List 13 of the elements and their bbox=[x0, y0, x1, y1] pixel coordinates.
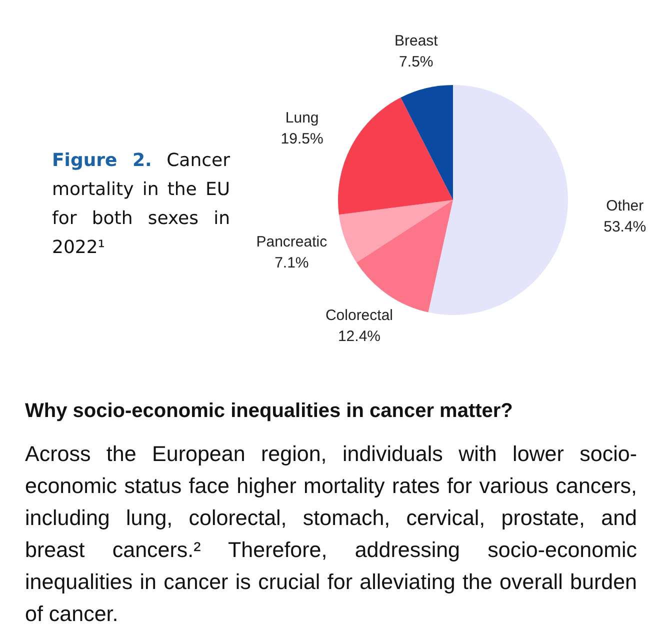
slice-label: Pancreatic bbox=[256, 234, 328, 251]
data-label: 19.5% bbox=[280, 130, 324, 148]
slice-label: Other bbox=[606, 198, 644, 215]
slice-label: Lung bbox=[285, 110, 319, 127]
data-label: 7.1% bbox=[274, 254, 309, 272]
slice-label: Colorectal bbox=[325, 306, 393, 324]
slice-label: Breast bbox=[394, 32, 439, 50]
text: Across the European region, individuals with lower socio-economic status face higher mortality rates for various cancers, including lung, colorectal, stomach, cervical, prostate, and breast cancers.² Therefore, addressing socio-economic inequalities in cancer is crucial for alleviating the overall burden of cancer. bbox=[25, 441, 637, 628]
text: Figure 2. Cancer mortality in the EU for both sexes in 2022¹ bbox=[52, 150, 230, 258]
data-label: 7.5% bbox=[399, 53, 434, 70]
data-label: 53.4% bbox=[604, 218, 646, 236]
text: Why socio-economic inequalities in cancer matter? bbox=[25, 400, 514, 423]
data-label: 12.4% bbox=[338, 328, 381, 345]
